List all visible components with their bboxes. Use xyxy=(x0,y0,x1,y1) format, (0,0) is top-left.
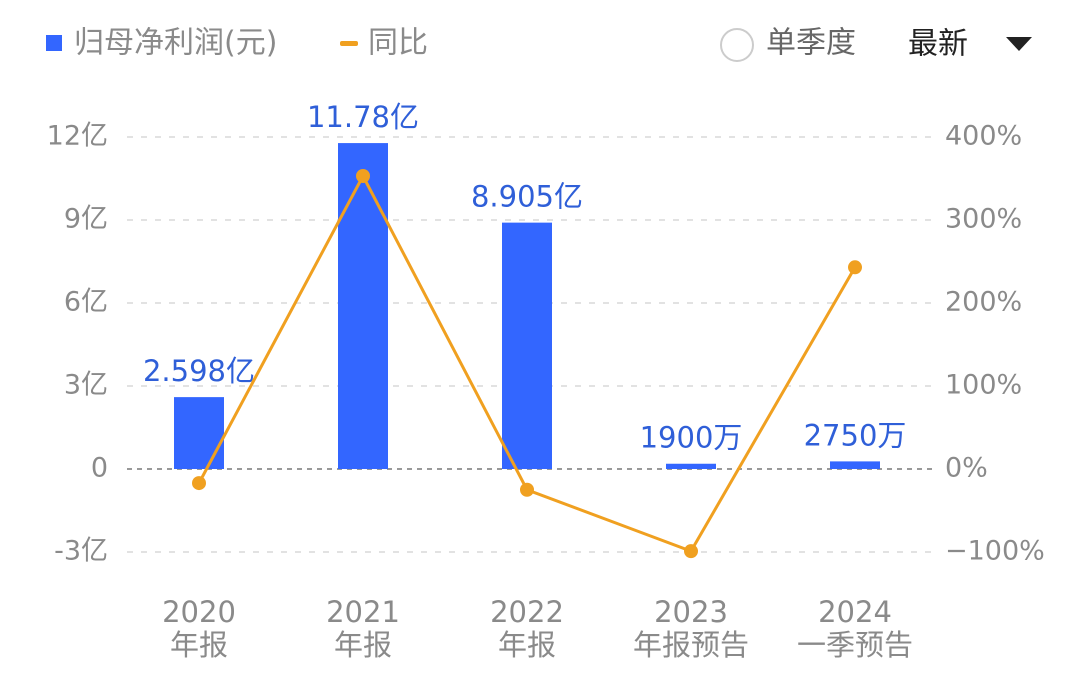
radio-toggle[interactable]: 单季度 xyxy=(720,26,856,62)
x-tick-label: 年报 xyxy=(498,628,556,662)
y-tick-label: 3亿 xyxy=(64,370,108,401)
data-label: 11.78亿 xyxy=(307,100,419,134)
dropdown-label[interactable]: 最新 xyxy=(908,27,968,62)
data-label: 2.598亿 xyxy=(143,354,255,388)
bar xyxy=(174,397,224,469)
point xyxy=(192,476,206,491)
legend-swatch xyxy=(46,35,62,51)
legend-label: 同比 xyxy=(368,26,428,61)
point xyxy=(684,544,698,559)
radio-label[interactable]: 单季度 xyxy=(766,26,856,61)
x-tick-label: 2023 xyxy=(654,595,728,629)
y-tick-label: 6亿 xyxy=(64,287,108,318)
bar xyxy=(666,463,716,469)
x-tick-label: 一季预告 xyxy=(797,628,913,662)
y2-tick-label: 400% xyxy=(945,121,1022,152)
y-tick-label: -3亿 xyxy=(54,536,108,567)
x-tick-label: 年报 xyxy=(170,628,228,662)
data-label: 8.905亿 xyxy=(471,180,583,214)
y2-tick-label: −100% xyxy=(945,536,1045,567)
x-tick-label: 2020 xyxy=(162,595,236,629)
y2-tick-label: 100% xyxy=(945,370,1022,401)
y2-tick-label: 200% xyxy=(945,287,1022,318)
radio[interactable] xyxy=(720,28,754,62)
point xyxy=(520,482,534,497)
dropdown-arrow[interactable] xyxy=(1006,37,1032,51)
y-tick-label: 12亿 xyxy=(47,121,108,152)
bar xyxy=(502,222,552,469)
point xyxy=(848,260,862,275)
data-label: 2750万 xyxy=(804,418,907,452)
point xyxy=(356,169,370,184)
x-tick-label: 2022 xyxy=(490,595,564,629)
dropdown[interactable]: 最新 xyxy=(908,27,1032,62)
x-tick-label: 2024 xyxy=(818,595,892,629)
y2-tick-label: 0% xyxy=(945,453,988,484)
bar xyxy=(338,143,388,469)
data-label: 1900万 xyxy=(640,421,743,455)
legend-swatch xyxy=(340,41,358,46)
y2-tick-label: 300% xyxy=(945,204,1022,235)
legend-label: 归母净利润(元) xyxy=(74,26,277,61)
y-tick-label: 9亿 xyxy=(64,204,108,235)
x-tick-label: 年报 xyxy=(334,628,392,662)
y-tick-label: 0 xyxy=(91,453,108,484)
x-tick-label: 年报预告 xyxy=(633,628,749,662)
bar xyxy=(830,461,880,469)
x-tick-label: 2021 xyxy=(326,595,400,629)
